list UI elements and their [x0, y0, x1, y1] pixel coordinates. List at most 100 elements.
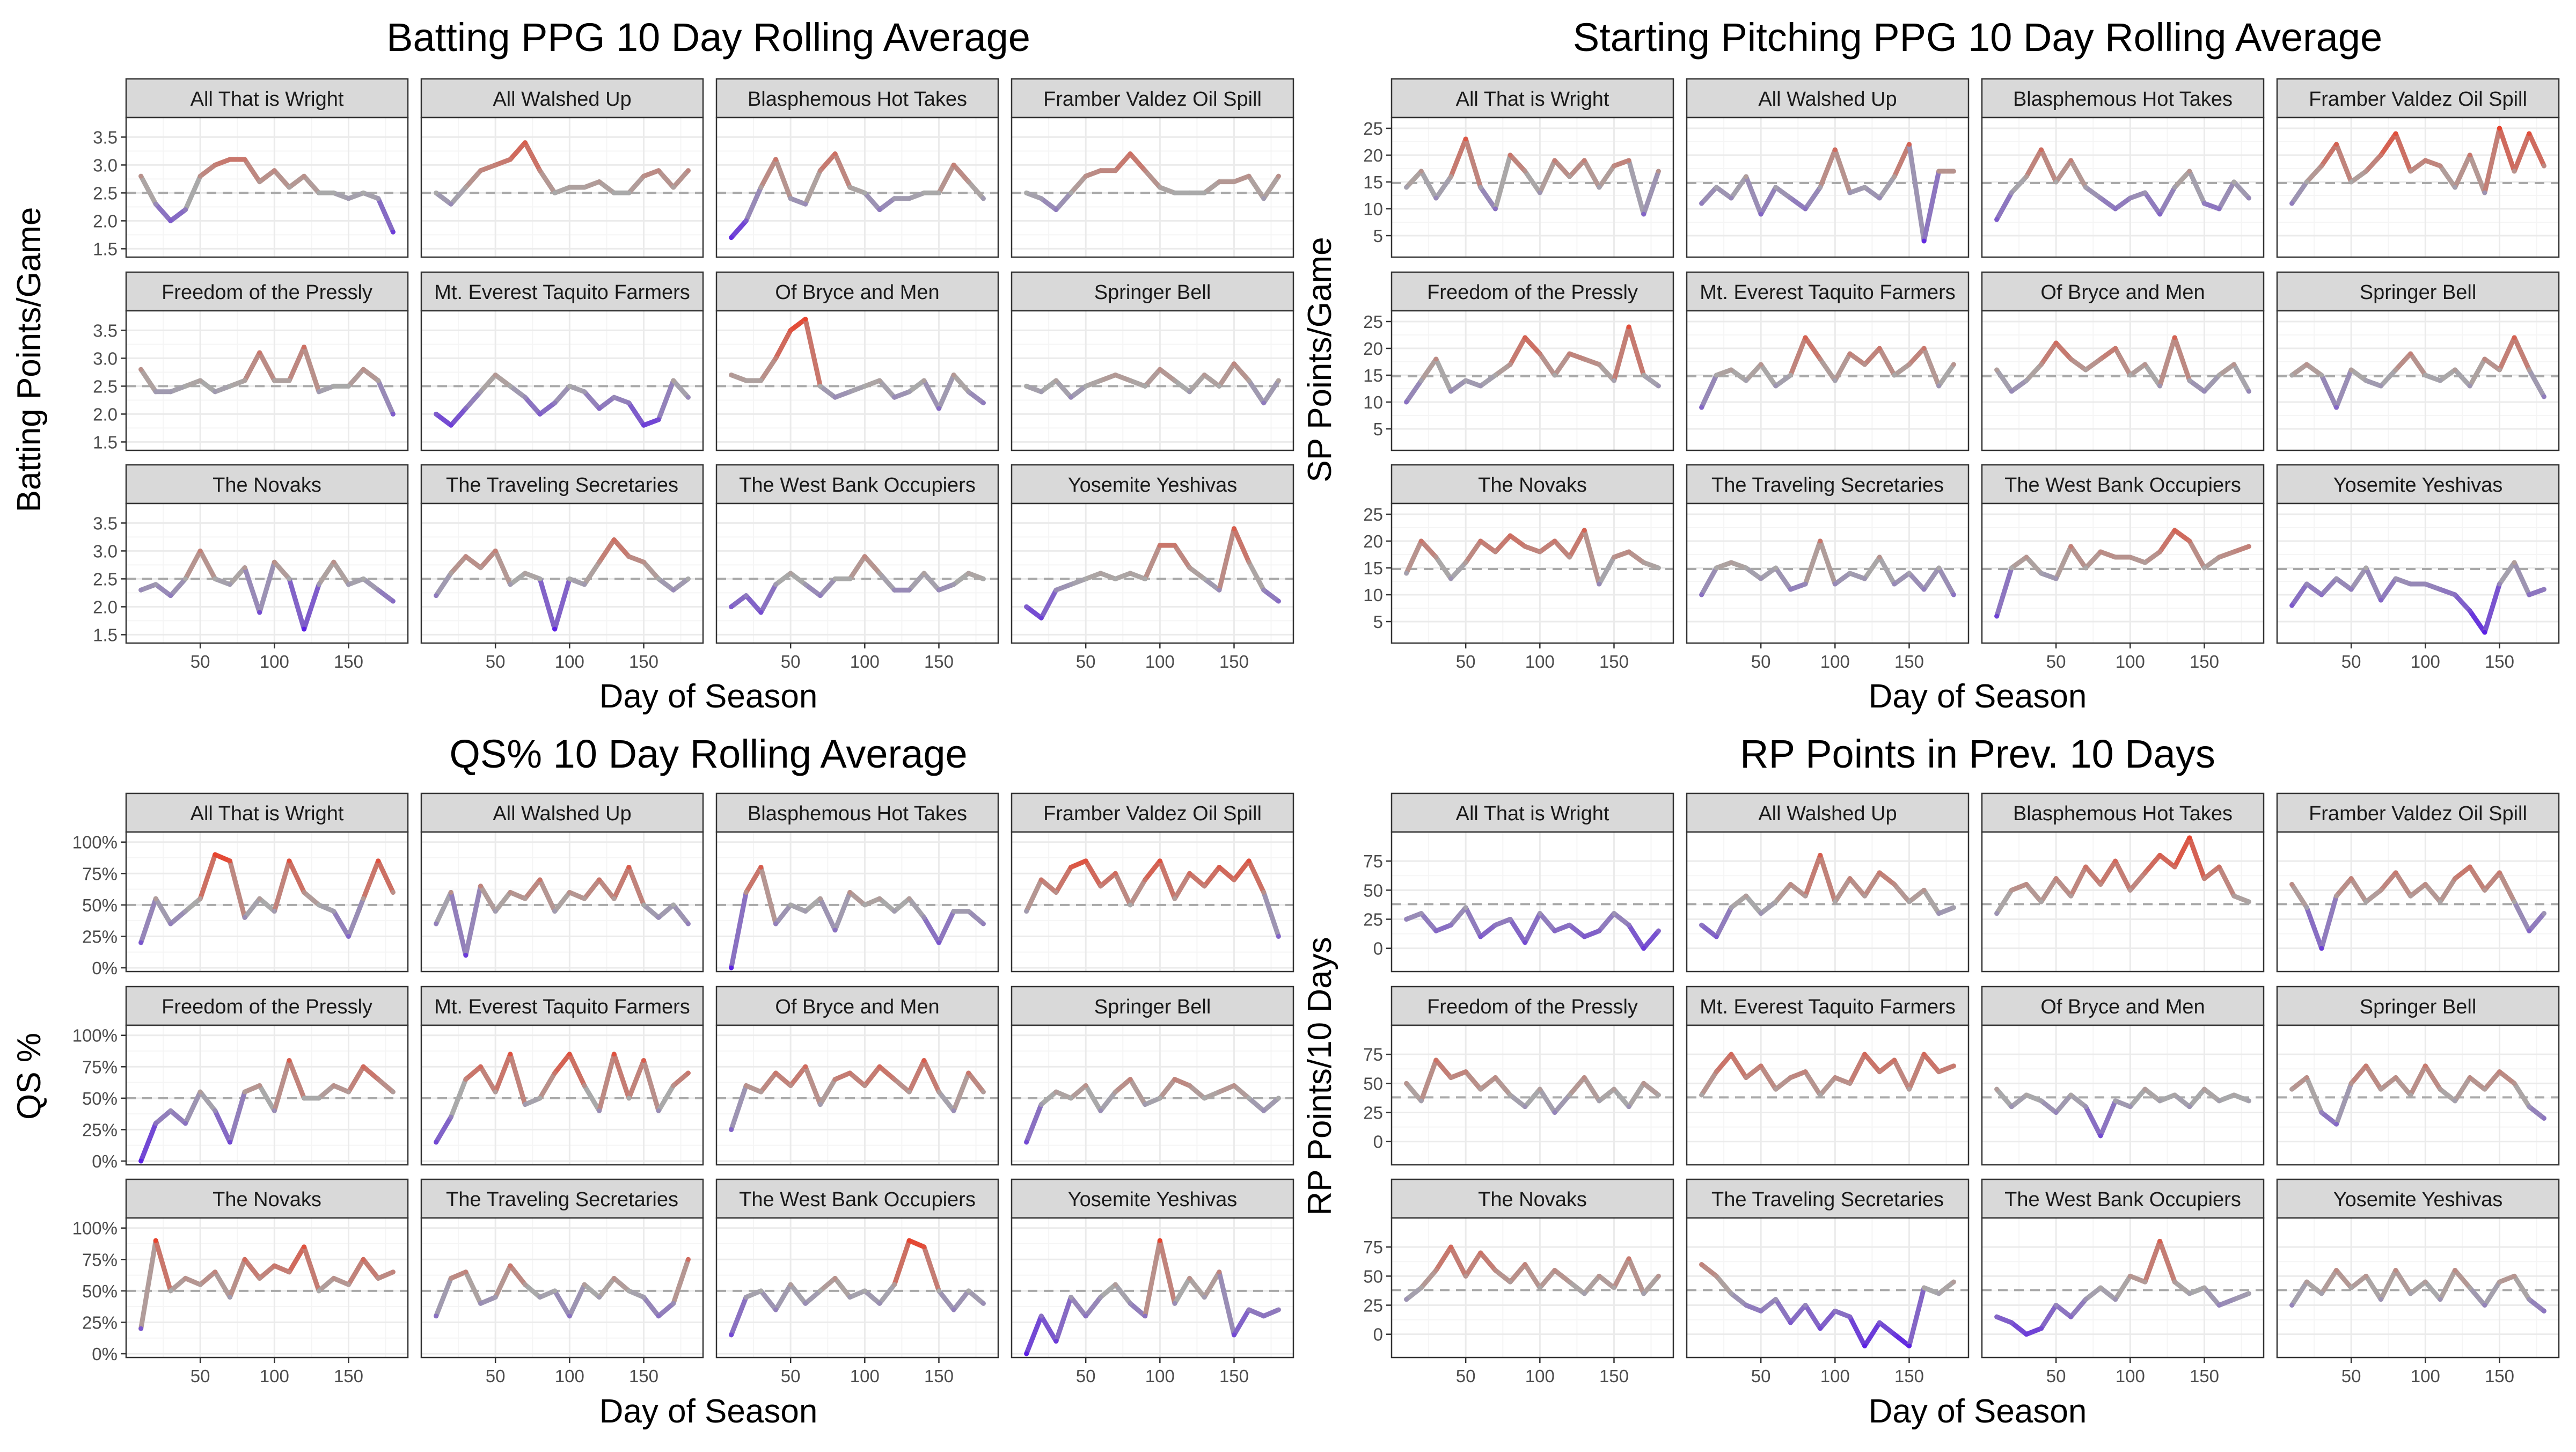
series-line-segment — [1862, 1320, 1882, 1348]
series-line-segment — [1773, 1075, 1793, 1092]
series-line-segment — [1187, 565, 1207, 581]
data-point — [773, 582, 779, 587]
series-line-segment — [331, 909, 351, 939]
data-point — [980, 400, 986, 406]
series-line-segment — [2319, 1110, 2339, 1127]
data-point — [346, 383, 351, 389]
series-line-segment — [316, 559, 336, 587]
facet-strip — [1391, 792, 1674, 833]
facet-label: Springer Bell — [2360, 996, 2477, 1018]
series-line-segment — [1729, 1291, 1749, 1308]
series-line-segment — [1597, 554, 1616, 587]
series-line-segment — [2482, 1279, 2502, 1308]
series-line-segment — [346, 576, 366, 587]
series-line-segment — [1921, 1052, 1942, 1075]
series-line-segment — [2053, 158, 2074, 185]
data-point — [168, 1288, 173, 1294]
y-tick-label: 75 — [1363, 1045, 1383, 1064]
series-line-segment — [1433, 1244, 1454, 1273]
data-point — [1069, 865, 1074, 870]
facet-label: Of Bryce and Men — [2040, 281, 2205, 304]
series-line-segment — [242, 1083, 262, 1095]
data-point — [936, 406, 941, 411]
data-point — [2246, 389, 2251, 394]
data-point — [1276, 378, 1281, 383]
series-line-segment — [1758, 899, 1779, 916]
data-point — [1951, 1063, 1956, 1069]
data-point — [847, 389, 853, 395]
series-line-segment — [2216, 362, 2237, 378]
data-point — [1847, 876, 1853, 881]
data-point — [1906, 142, 1912, 147]
series-line-segment — [1172, 1077, 1192, 1088]
series-line-segment — [1877, 870, 1897, 887]
panel-background — [126, 118, 408, 257]
x-tick-label: 150 — [2190, 652, 2219, 672]
data-point — [2423, 373, 2428, 378]
series-line-segment — [936, 582, 956, 593]
facet-label: Springer Bell — [2360, 281, 2477, 304]
series-line-segment — [242, 896, 262, 920]
data-point — [1611, 1086, 1616, 1092]
series-line-segment — [1157, 858, 1177, 901]
series-line-segment — [2467, 356, 2487, 389]
y-tick-label: 1.5 — [93, 432, 118, 452]
series-line-segment — [1758, 565, 1779, 581]
data-point — [1404, 917, 1409, 922]
series-line-segment — [2527, 131, 2546, 169]
panel-border — [2276, 831, 2560, 973]
series-line-segment — [832, 1275, 853, 1300]
data-point — [1069, 582, 1074, 587]
data-point — [213, 389, 218, 395]
data-point — [1862, 576, 1868, 581]
series-line-segment — [1994, 565, 2014, 619]
series-line-segment — [803, 582, 823, 599]
panel-border — [1686, 1217, 1970, 1359]
facet-label: Yosemite Yeshivas — [1068, 1188, 1238, 1211]
facet-strip — [1686, 1178, 1970, 1219]
data-point — [1729, 560, 1734, 565]
panel-border — [1391, 502, 1674, 644]
series-line-segment — [2527, 587, 2546, 597]
panel-border — [1981, 310, 2265, 451]
data-point — [1832, 581, 1838, 587]
y-tick-label: 25 — [1363, 1103, 1383, 1123]
series-line-segment — [1552, 1092, 1572, 1115]
series-line-segment — [656, 1301, 676, 1319]
x-tick-label: 50 — [1456, 1366, 1476, 1386]
series-line-segment — [138, 1121, 158, 1164]
data-point — [287, 1058, 292, 1063]
data-point — [2304, 179, 2309, 185]
data-point — [1936, 565, 1942, 571]
facet-label: Freedom of the Pressly — [162, 281, 372, 304]
data-point — [183, 1121, 188, 1126]
series-line-segment — [1832, 1308, 1853, 1319]
data-point — [227, 157, 232, 162]
x-tick-label: 150 — [924, 652, 954, 672]
series-line-segment — [656, 168, 676, 190]
series-line-segment — [1773, 565, 1793, 592]
data-point — [1507, 1279, 1513, 1285]
series-line-segment — [1523, 911, 1542, 945]
series-line-segment — [743, 1083, 764, 1095]
data-point — [2039, 1098, 2044, 1104]
x-tick-label: 50 — [2046, 652, 2066, 672]
data-point — [376, 858, 381, 864]
data-point — [376, 587, 381, 593]
data-point — [1906, 1086, 1912, 1092]
data-point — [1803, 335, 1808, 340]
series-line-segment — [1128, 1077, 1148, 1107]
series-line-segment — [2142, 190, 2163, 217]
series-line-segment — [906, 1058, 927, 1095]
facet-strip — [1981, 792, 2265, 833]
chart-title: Starting Pitching PPG 10 Day Rolling Ave… — [1573, 15, 2382, 60]
data-point — [2408, 893, 2413, 899]
series-line-segment — [2053, 1303, 2074, 1319]
data-point — [2497, 1279, 2502, 1285]
data-point — [2482, 1086, 2487, 1092]
data-point — [2393, 367, 2398, 373]
facet-label: All Walshed Up — [493, 88, 631, 111]
data-point — [1803, 581, 1808, 587]
facet-panel: Springer Bell — [2276, 986, 2560, 1166]
series-line-segment — [1172, 543, 1192, 571]
